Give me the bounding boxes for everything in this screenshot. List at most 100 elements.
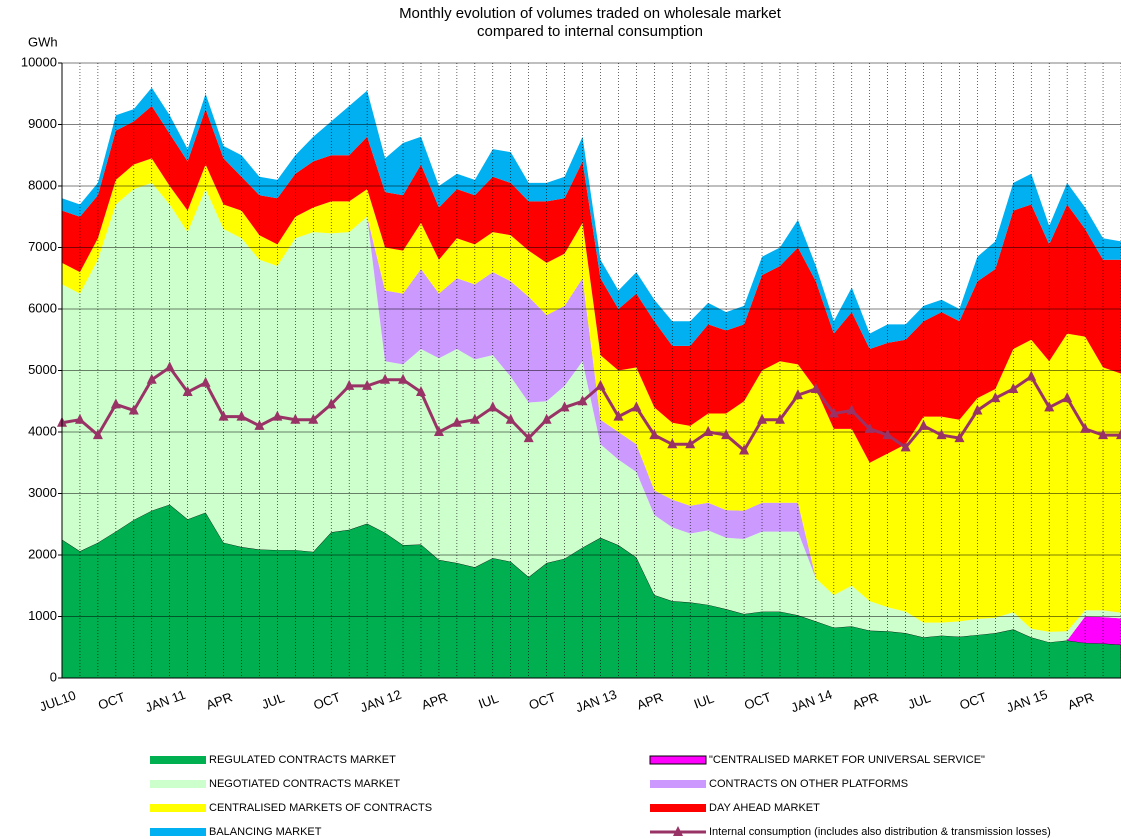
- x-tick-label: OCT: [311, 689, 342, 713]
- y-tick-label: 1000: [28, 608, 57, 623]
- legend-label: DAY AHEAD MARKET: [709, 802, 820, 814]
- legend-swatch: [150, 828, 206, 836]
- legend-swatch: [650, 804, 706, 812]
- marker: [900, 441, 911, 452]
- marker: [487, 401, 498, 412]
- legend-swatch: [150, 804, 206, 812]
- area: [62, 182, 1121, 643]
- marker: [218, 410, 229, 421]
- marker: [936, 429, 947, 440]
- marker: [254, 419, 265, 430]
- x-tick-label: OCT: [958, 689, 989, 713]
- x-tick-label: OCT: [742, 689, 773, 713]
- y-tick-label: 3000: [28, 485, 57, 500]
- marker: [631, 401, 642, 412]
- area: [62, 106, 1121, 463]
- x-tick-label: IUL: [476, 690, 500, 711]
- marker: [972, 404, 983, 415]
- marker: [1080, 422, 1091, 433]
- marker: [1044, 401, 1055, 412]
- y-tick-label: 9000: [28, 116, 57, 131]
- marker: [1026, 370, 1037, 381]
- marker: [505, 413, 516, 424]
- x-tick-label: JAN 15: [1004, 687, 1049, 716]
- marker: [308, 413, 319, 424]
- x-tick-label: JAN 14: [789, 687, 834, 716]
- marker: [451, 416, 462, 427]
- legend-marker: [673, 826, 683, 836]
- marker: [74, 413, 85, 424]
- marker: [200, 376, 211, 387]
- legend-label: CONTRACTS ON OTHER PLATFORMS: [709, 778, 908, 790]
- x-tick-label: JUL: [260, 690, 287, 712]
- marker: [954, 432, 965, 443]
- x-tick-label: APR: [850, 689, 880, 712]
- x-tick-label: APR: [419, 689, 449, 712]
- marker: [577, 395, 588, 406]
- marker: [164, 361, 175, 372]
- x-tick-label: APR: [1066, 689, 1096, 712]
- area: [62, 87, 1121, 349]
- marker: [828, 407, 839, 418]
- legend-swatch: [150, 756, 206, 764]
- marker: [757, 413, 768, 424]
- x-tick-label: JAN 11: [143, 687, 187, 715]
- marker: [272, 410, 283, 421]
- marker: [182, 386, 193, 397]
- marker: [613, 410, 624, 421]
- marker: [362, 379, 373, 390]
- marker: [1062, 392, 1073, 403]
- area: [62, 158, 1121, 632]
- x-tick-label: APR: [635, 689, 665, 712]
- marker: [110, 398, 121, 409]
- legend-swatch: [150, 780, 206, 788]
- marker: [792, 389, 803, 400]
- x-tick-label: JAN 12: [358, 687, 403, 716]
- legend-label: BALANCING MARKET: [209, 826, 322, 838]
- marker: [918, 419, 929, 430]
- marker: [864, 422, 875, 433]
- x-tick-label: JUL: [906, 690, 933, 712]
- x-tick-label: JUL10: [37, 688, 77, 715]
- legend-label: NEGOTIATED CONTRACTS MARKET: [209, 778, 400, 790]
- marker: [774, 413, 785, 424]
- x-tick-label: OCT: [96, 689, 127, 713]
- y-tick-label: 10000: [21, 54, 57, 69]
- x-tick-label: APR: [204, 689, 234, 712]
- marker: [290, 413, 301, 424]
- marker: [703, 426, 714, 436]
- marker: [990, 392, 1001, 403]
- y-tick-label: 7000: [28, 239, 57, 254]
- marker: [595, 379, 606, 390]
- y-axis-label: GWh: [28, 34, 58, 49]
- y-tick-label: 4000: [28, 423, 57, 438]
- marker: [326, 398, 337, 409]
- y-tick-label: 0: [50, 669, 57, 684]
- y-tick-label: 8000: [28, 177, 57, 192]
- y-tick-label: 5000: [28, 362, 57, 377]
- marker: [1116, 429, 1121, 440]
- marker: [541, 413, 552, 424]
- marker: [810, 382, 821, 393]
- marker: [739, 444, 750, 455]
- marker: [721, 429, 732, 440]
- marker: [882, 429, 893, 440]
- chart-subtitle: compared to internal consumption: [477, 23, 703, 40]
- x-tick-label: OCT: [527, 689, 558, 713]
- marker: [846, 404, 857, 415]
- marker: [236, 410, 247, 421]
- chart-title: Monthly evolution of volumes traded on w…: [399, 5, 782, 22]
- marker: [92, 429, 103, 440]
- marker: [667, 438, 678, 449]
- marker: [1098, 429, 1109, 440]
- x-tick-label: IUL: [692, 690, 716, 711]
- marker: [344, 379, 355, 390]
- y-tick-label: 2000: [28, 546, 57, 561]
- marker: [415, 386, 426, 397]
- marker: [433, 426, 444, 436]
- legend-label: CENTRALISED MARKETS OF CONTRACTS: [209, 802, 432, 814]
- marker: [469, 413, 480, 424]
- marker: [649, 429, 660, 440]
- y-tick-label: 6000: [28, 300, 57, 315]
